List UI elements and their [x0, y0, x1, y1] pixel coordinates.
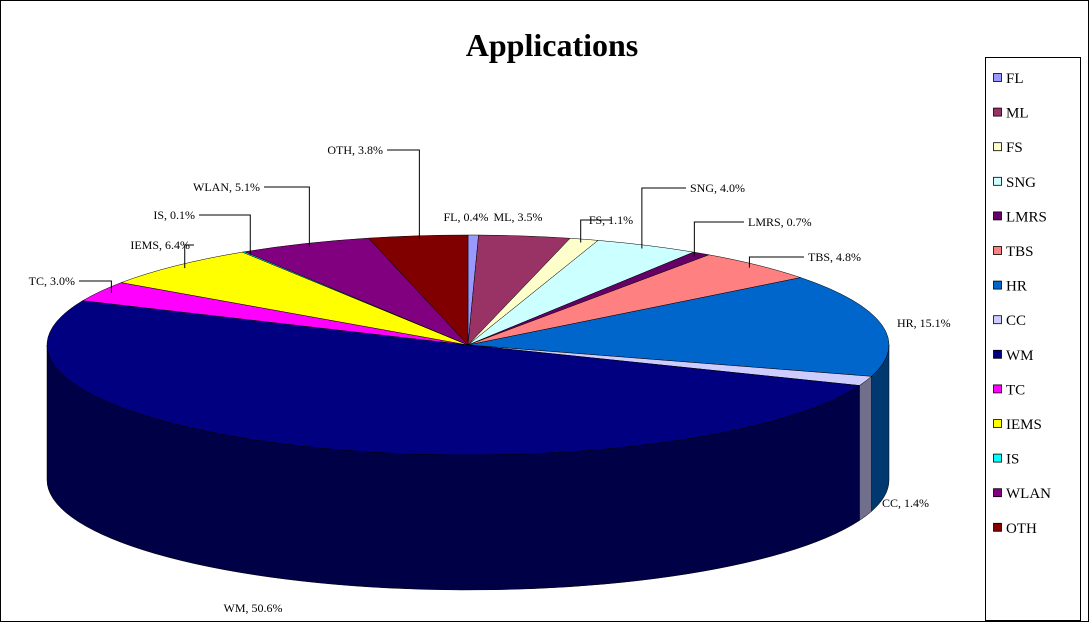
slice: [120, 251, 469, 346]
data-label: FL, 0.4%: [444, 210, 489, 224]
legend-swatch: [993, 246, 1002, 255]
data-label: WM, 50.6%: [224, 601, 283, 615]
slice: [46, 300, 861, 456]
data-label: FS, 1.1%: [589, 213, 633, 227]
leader-line: [641, 187, 686, 249]
legend-swatch: [993, 176, 1002, 186]
data-label: CC, 1.4%: [882, 496, 929, 510]
legend-label: IEMS: [1006, 417, 1042, 433]
data-label: IEMS, 6.4%: [130, 238, 190, 252]
legend-swatch: [993, 280, 1002, 290]
legend-swatch: [993, 384, 1002, 394]
legend-label: IS: [1006, 452, 1019, 468]
chart-title: Applications: [466, 27, 638, 63]
data-label: OTH, 3.8%: [327, 143, 383, 157]
legend-label: CC: [1006, 313, 1026, 329]
data-label: IS, 0.1%: [153, 208, 195, 222]
leader-line: [79, 280, 112, 294]
legend-swatch: [993, 73, 1002, 82]
legend-label: OTH: [1006, 521, 1037, 537]
leader-line: [748, 256, 804, 268]
data-label: ML, 3.5%: [494, 210, 543, 224]
legend-swatch: [993, 419, 1002, 428]
legend-swatch: [993, 349, 1002, 359]
legend-swatch: [993, 211, 1002, 221]
legend-swatch: [993, 522, 1002, 532]
legend-label: WLAN: [1006, 486, 1051, 502]
data-label: SNG, 4.0%: [690, 181, 745, 195]
legend-swatch: [993, 107, 1002, 117]
legend-swatch: [993, 488, 1002, 498]
data-label: TBS, 4.8%: [808, 250, 861, 264]
legend-swatch: [993, 142, 1002, 152]
legend-label: TC: [1006, 382, 1025, 398]
data-label: WLAN, 5.1%: [193, 180, 260, 194]
legend-label: HR: [1006, 279, 1027, 295]
legend-label: TBS: [1006, 244, 1034, 260]
leader-line: [387, 149, 420, 240]
slice: [367, 234, 469, 346]
leader-line: [580, 219, 611, 243]
leader-line: [693, 221, 744, 257]
data-label: LMRS, 0.7%: [748, 215, 812, 229]
legend-label: ML: [1006, 106, 1029, 122]
legend-label: LMRS: [1006, 209, 1047, 225]
legend-label: FS: [1006, 140, 1023, 156]
data-label: TC, 3.0%: [29, 274, 75, 288]
legend-swatch: [993, 315, 1002, 325]
legend-label: WM: [1006, 348, 1034, 364]
slice-side: [859, 375, 872, 521]
legend-label: SNG: [1006, 175, 1036, 191]
slice: [467, 277, 890, 377]
data-label: HR, 15.1%: [897, 316, 951, 330]
leader-line: [199, 214, 251, 255]
leader-line: [184, 244, 194, 269]
leader-line: [264, 186, 310, 247]
legend-label: FL: [1006, 71, 1024, 87]
legend-swatch: [993, 453, 1002, 463]
